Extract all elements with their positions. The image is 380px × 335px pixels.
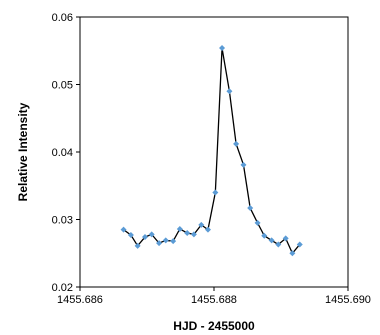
data-point bbox=[184, 230, 191, 236]
data-point bbox=[176, 225, 183, 232]
x-tick-label: 1455.686 bbox=[57, 294, 103, 306]
data-point bbox=[212, 189, 219, 196]
data-point bbox=[289, 250, 296, 257]
y-tick-label: 0.02 bbox=[52, 282, 73, 294]
y-axis-title: Relative Intensity bbox=[16, 102, 30, 201]
data-point bbox=[275, 241, 282, 248]
data-point bbox=[198, 221, 205, 228]
data-point bbox=[162, 237, 169, 244]
data-point bbox=[170, 238, 177, 245]
data-point bbox=[134, 242, 141, 249]
data-point bbox=[190, 231, 197, 238]
data-points bbox=[120, 45, 303, 257]
data-point bbox=[268, 237, 275, 244]
data-point bbox=[233, 140, 240, 147]
series-line bbox=[123, 47, 301, 255]
x-tick-label: 1455.688 bbox=[191, 294, 237, 306]
data-point bbox=[254, 219, 261, 226]
data-point bbox=[261, 232, 268, 239]
data-point bbox=[204, 226, 211, 233]
y-tick-label: 0.03 bbox=[52, 215, 73, 227]
data-point bbox=[247, 205, 254, 212]
y-tick-label: 0.06 bbox=[52, 12, 73, 24]
data-point bbox=[148, 231, 155, 238]
x-axis-title: HJD - 2455000 bbox=[173, 319, 255, 333]
data-point bbox=[282, 235, 289, 242]
data-point bbox=[156, 240, 163, 247]
y-tick-label: 0.04 bbox=[52, 147, 73, 159]
y-axis-ticks: 0.02 0.03 0.04 0.05 0.06 bbox=[52, 12, 80, 294]
data-point bbox=[296, 241, 303, 248]
data-point bbox=[226, 88, 233, 95]
data-point bbox=[141, 234, 148, 241]
data-point bbox=[219, 45, 226, 52]
data-point bbox=[120, 226, 127, 233]
x-tick-label: 1455.690 bbox=[325, 294, 371, 306]
data-point bbox=[127, 232, 134, 239]
data-point bbox=[240, 161, 247, 168]
x-axis-ticks: 1455.686 1455.688 1455.690 bbox=[57, 287, 371, 306]
plot-area bbox=[79, 16, 349, 288]
y-tick-label: 0.05 bbox=[52, 80, 73, 92]
